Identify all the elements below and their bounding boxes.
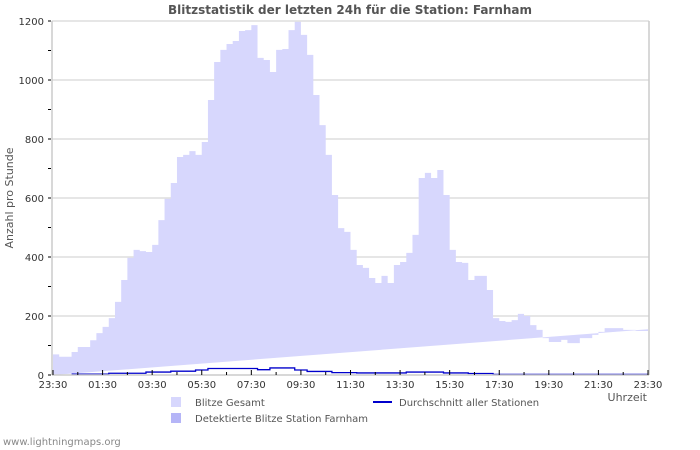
legend-swatch-total — [171, 397, 181, 407]
legend-label-total: Blitze Gesamt — [195, 398, 265, 409]
x-tick-label: 03:30 — [138, 380, 167, 391]
x-tick-label: 13:30 — [386, 380, 415, 391]
legend-swatch-detected — [171, 413, 181, 423]
x-tick-label: 21:30 — [584, 380, 613, 391]
area-blitze-gesamt — [53, 21, 648, 375]
y-tick-label: 1200 — [19, 17, 44, 28]
line-durchschnitt — [71, 367, 648, 376]
legend-label-average: Durchschnitt aller Stationen — [399, 398, 539, 409]
y-tick-label: 200 — [25, 312, 44, 323]
x-tick-label: 23:30 — [634, 380, 663, 391]
footer-url: www.lightningmaps.org — [3, 437, 121, 448]
x-tick-label: 05:30 — [187, 380, 216, 391]
x-axis-label: Uhrzeit — [608, 391, 648, 404]
chart-title: Blitzstatistik der letzten 24h für die S… — [167, 3, 533, 17]
x-tick-label: 23:30 — [39, 380, 68, 391]
y-tick-label: 800 — [25, 135, 44, 146]
average-line — [71, 367, 648, 376]
data-areas — [53, 21, 648, 375]
x-axis-ticks: 23:30 01:30 03:30 05:30 07:30 09:30 11:30 13:30… — [39, 370, 663, 391]
y-tick-label: 400 — [25, 253, 44, 264]
x-tick-label: 09:30 — [287, 380, 316, 391]
x-tick-label: 15:30 — [435, 380, 464, 391]
y-axis-label: Anzahl pro Stunde — [3, 147, 16, 248]
y-tick-label: 0 — [38, 371, 44, 382]
y-tick-label: 1000 — [19, 76, 44, 87]
x-tick-label: 01:30 — [88, 380, 117, 391]
x-tick-label: 17:30 — [485, 380, 514, 391]
y-axis-ticks: 0 200 400 600 800 1000 1200 — [19, 17, 51, 382]
legend: Blitze Gesamt Detektierte Blitze Station… — [171, 397, 539, 425]
x-tick-label: 19:30 — [534, 380, 563, 391]
legend-label-detected: Detektierte Blitze Station Farnham — [195, 414, 368, 425]
y-tick-label: 600 — [25, 194, 44, 205]
x-tick-label: 11:30 — [336, 380, 365, 391]
x-tick-label: 07:30 — [237, 380, 266, 391]
